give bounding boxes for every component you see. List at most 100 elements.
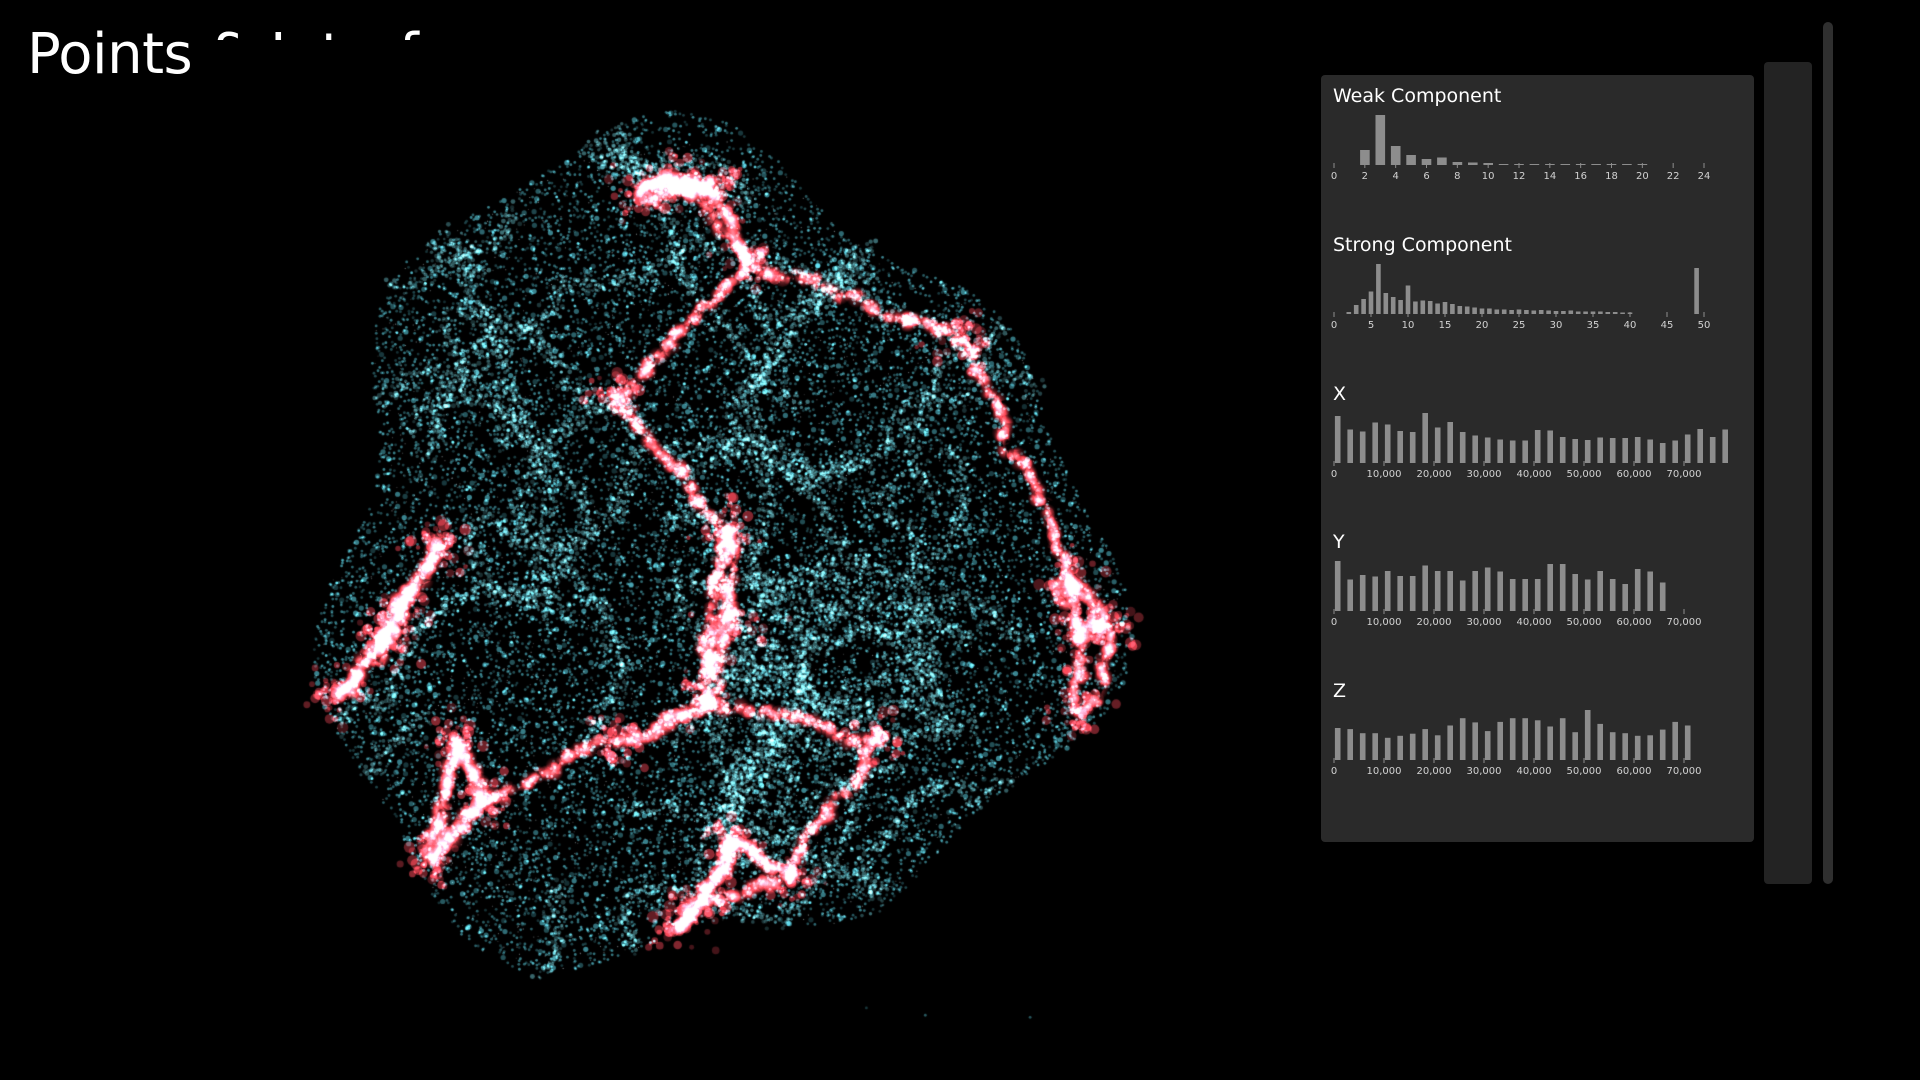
histogram-bar[interactable] xyxy=(1529,164,1540,165)
histogram-bar[interactable] xyxy=(1398,300,1403,314)
histogram-bar[interactable] xyxy=(1334,561,1341,611)
histogram-bar[interactable] xyxy=(1479,308,1485,315)
histogram-bar[interactable] xyxy=(1498,164,1509,165)
histogram-bar[interactable] xyxy=(1468,162,1478,166)
histogram-bar[interactable] xyxy=(1609,732,1616,760)
histogram-bar[interactable] xyxy=(1612,312,1618,314)
histogram-bar[interactable] xyxy=(1420,300,1426,315)
histogram-bar[interactable] xyxy=(1384,571,1391,611)
histogram-bar[interactable] xyxy=(1522,579,1528,611)
histogram-bar[interactable] xyxy=(1620,312,1625,315)
histogram-chart[interactable]: 0 2 4 6 8 10 12 14 16 18 20 22 24 xyxy=(1321,111,1754,191)
histogram-bar[interactable] xyxy=(1372,733,1378,760)
histogram-bar[interactable] xyxy=(1334,416,1341,463)
histogram-bar[interactable] xyxy=(1672,721,1678,760)
histogram-bar[interactable] xyxy=(1584,579,1591,612)
side-panel-track[interactable] xyxy=(1764,62,1812,884)
histogram-bar[interactable] xyxy=(1406,155,1416,165)
histogram-chart[interactable]: 0 5 10 15 20 25 30 35 40 45 50 xyxy=(1321,260,1754,340)
histogram-bar[interactable] xyxy=(1591,164,1601,165)
histogram-bar[interactable] xyxy=(1409,576,1416,611)
histogram-bar[interactable] xyxy=(1609,579,1616,611)
histogram-bar[interactable] xyxy=(1472,435,1478,464)
histogram-bar[interactable] xyxy=(1497,721,1503,760)
histogram-bar[interactable] xyxy=(1684,725,1691,761)
histogram-bar[interactable] xyxy=(1622,164,1632,165)
histogram-bar[interactable] xyxy=(1568,310,1574,315)
histogram-bar[interactable] xyxy=(1547,726,1553,761)
histogram-bar[interactable] xyxy=(1709,437,1716,463)
histogram-bar[interactable] xyxy=(1522,718,1528,760)
histogram-bar[interactable] xyxy=(1634,569,1641,611)
histogram-bar[interactable] xyxy=(1413,301,1418,315)
histogram-bar[interactable] xyxy=(1422,729,1428,760)
histogram-bar[interactable] xyxy=(1497,571,1503,612)
histogram-bar[interactable] xyxy=(1598,311,1603,315)
histogram-bar[interactable] xyxy=(1397,576,1403,611)
histogram-bar[interactable] xyxy=(1697,429,1703,463)
histogram-bar[interactable] xyxy=(1434,427,1441,464)
histogram-bar[interactable] xyxy=(1622,733,1628,760)
histogram-bar[interactable] xyxy=(1434,571,1441,611)
histogram-chart[interactable]: 0 10,000 20,000 30,000 40,000 50,000 60,000 70,… xyxy=(1321,409,1754,489)
histogram-bar[interactable] xyxy=(1347,729,1353,760)
histogram-bar[interactable] xyxy=(1384,424,1391,464)
histogram-bar[interactable] xyxy=(1524,310,1529,314)
histogram-bar[interactable] xyxy=(1405,285,1411,315)
histogram-bar[interactable] xyxy=(1561,311,1566,314)
histogram-bar[interactable] xyxy=(1384,737,1391,760)
histogram-bar[interactable] xyxy=(1634,437,1641,463)
histogram-bar[interactable] xyxy=(1572,574,1578,611)
histogram-bar[interactable] xyxy=(1647,439,1653,464)
histogram-bar[interactable] xyxy=(1359,733,1366,760)
histogram-bar[interactable] xyxy=(1722,429,1728,464)
histogram-bar[interactable] xyxy=(1509,718,1516,760)
histogram-bar[interactable] xyxy=(1376,264,1381,314)
histogram-bar[interactable] xyxy=(1547,430,1553,464)
histogram-bar[interactable] xyxy=(1472,307,1477,315)
histogram-bar[interactable] xyxy=(1390,297,1396,314)
histogram-bar[interactable] xyxy=(1672,440,1678,464)
histogram-bar[interactable] xyxy=(1572,439,1578,463)
histogram-bar[interactable] xyxy=(1516,309,1522,315)
histogram-bar[interactable] xyxy=(1447,422,1453,463)
histogram-bar[interactable] xyxy=(1597,723,1603,760)
histogram-bar[interactable] xyxy=(1659,729,1666,760)
histogram-bar[interactable] xyxy=(1435,303,1440,315)
histogram-bar[interactable] xyxy=(1584,710,1591,760)
histogram-bar[interactable] xyxy=(1559,718,1566,760)
histogram-bar[interactable] xyxy=(1334,728,1341,760)
histogram-bar[interactable] xyxy=(1347,579,1353,612)
histogram-bar[interactable] xyxy=(1360,150,1370,165)
histogram-bar[interactable] xyxy=(1509,310,1514,314)
histogram-bar[interactable] xyxy=(1434,735,1441,760)
histogram-bar[interactable] xyxy=(1442,302,1448,314)
histogram-bar[interactable] xyxy=(1684,434,1691,464)
histogram-bar[interactable] xyxy=(1597,571,1603,611)
histogram-bar[interactable] xyxy=(1634,735,1641,760)
histogram-bar[interactable] xyxy=(1375,115,1386,165)
histogram-bar[interactable] xyxy=(1422,565,1428,612)
histogram-bar[interactable] xyxy=(1347,429,1353,464)
histogram-bar[interactable] xyxy=(1346,312,1352,314)
histogram-bar[interactable] xyxy=(1450,304,1455,314)
histogram-bar[interactable] xyxy=(1390,146,1401,165)
histogram-bar[interactable] xyxy=(1559,437,1566,463)
histogram-bar[interactable] xyxy=(1509,579,1516,611)
histogram-bar[interactable] xyxy=(1575,311,1581,315)
histogram-bar[interactable] xyxy=(1538,310,1544,314)
histogram-bar[interactable] xyxy=(1457,306,1463,314)
histogram-bar[interactable] xyxy=(1427,301,1433,314)
histogram-bar[interactable] xyxy=(1447,725,1453,761)
histogram-bar[interactable] xyxy=(1546,310,1551,315)
histogram-bar[interactable] xyxy=(1559,564,1566,611)
histogram-bar[interactable] xyxy=(1497,439,1503,464)
histogram-bar[interactable] xyxy=(1547,564,1553,611)
histogram-bar[interactable] xyxy=(1494,309,1500,315)
histogram-bar[interactable] xyxy=(1484,567,1491,612)
histogram-bar[interactable] xyxy=(1609,438,1616,463)
histogram-bar[interactable] xyxy=(1459,718,1466,760)
histogram-bar[interactable] xyxy=(1487,308,1492,315)
histogram-bar[interactable] xyxy=(1583,311,1588,315)
histogram-bar[interactable] xyxy=(1694,268,1699,314)
